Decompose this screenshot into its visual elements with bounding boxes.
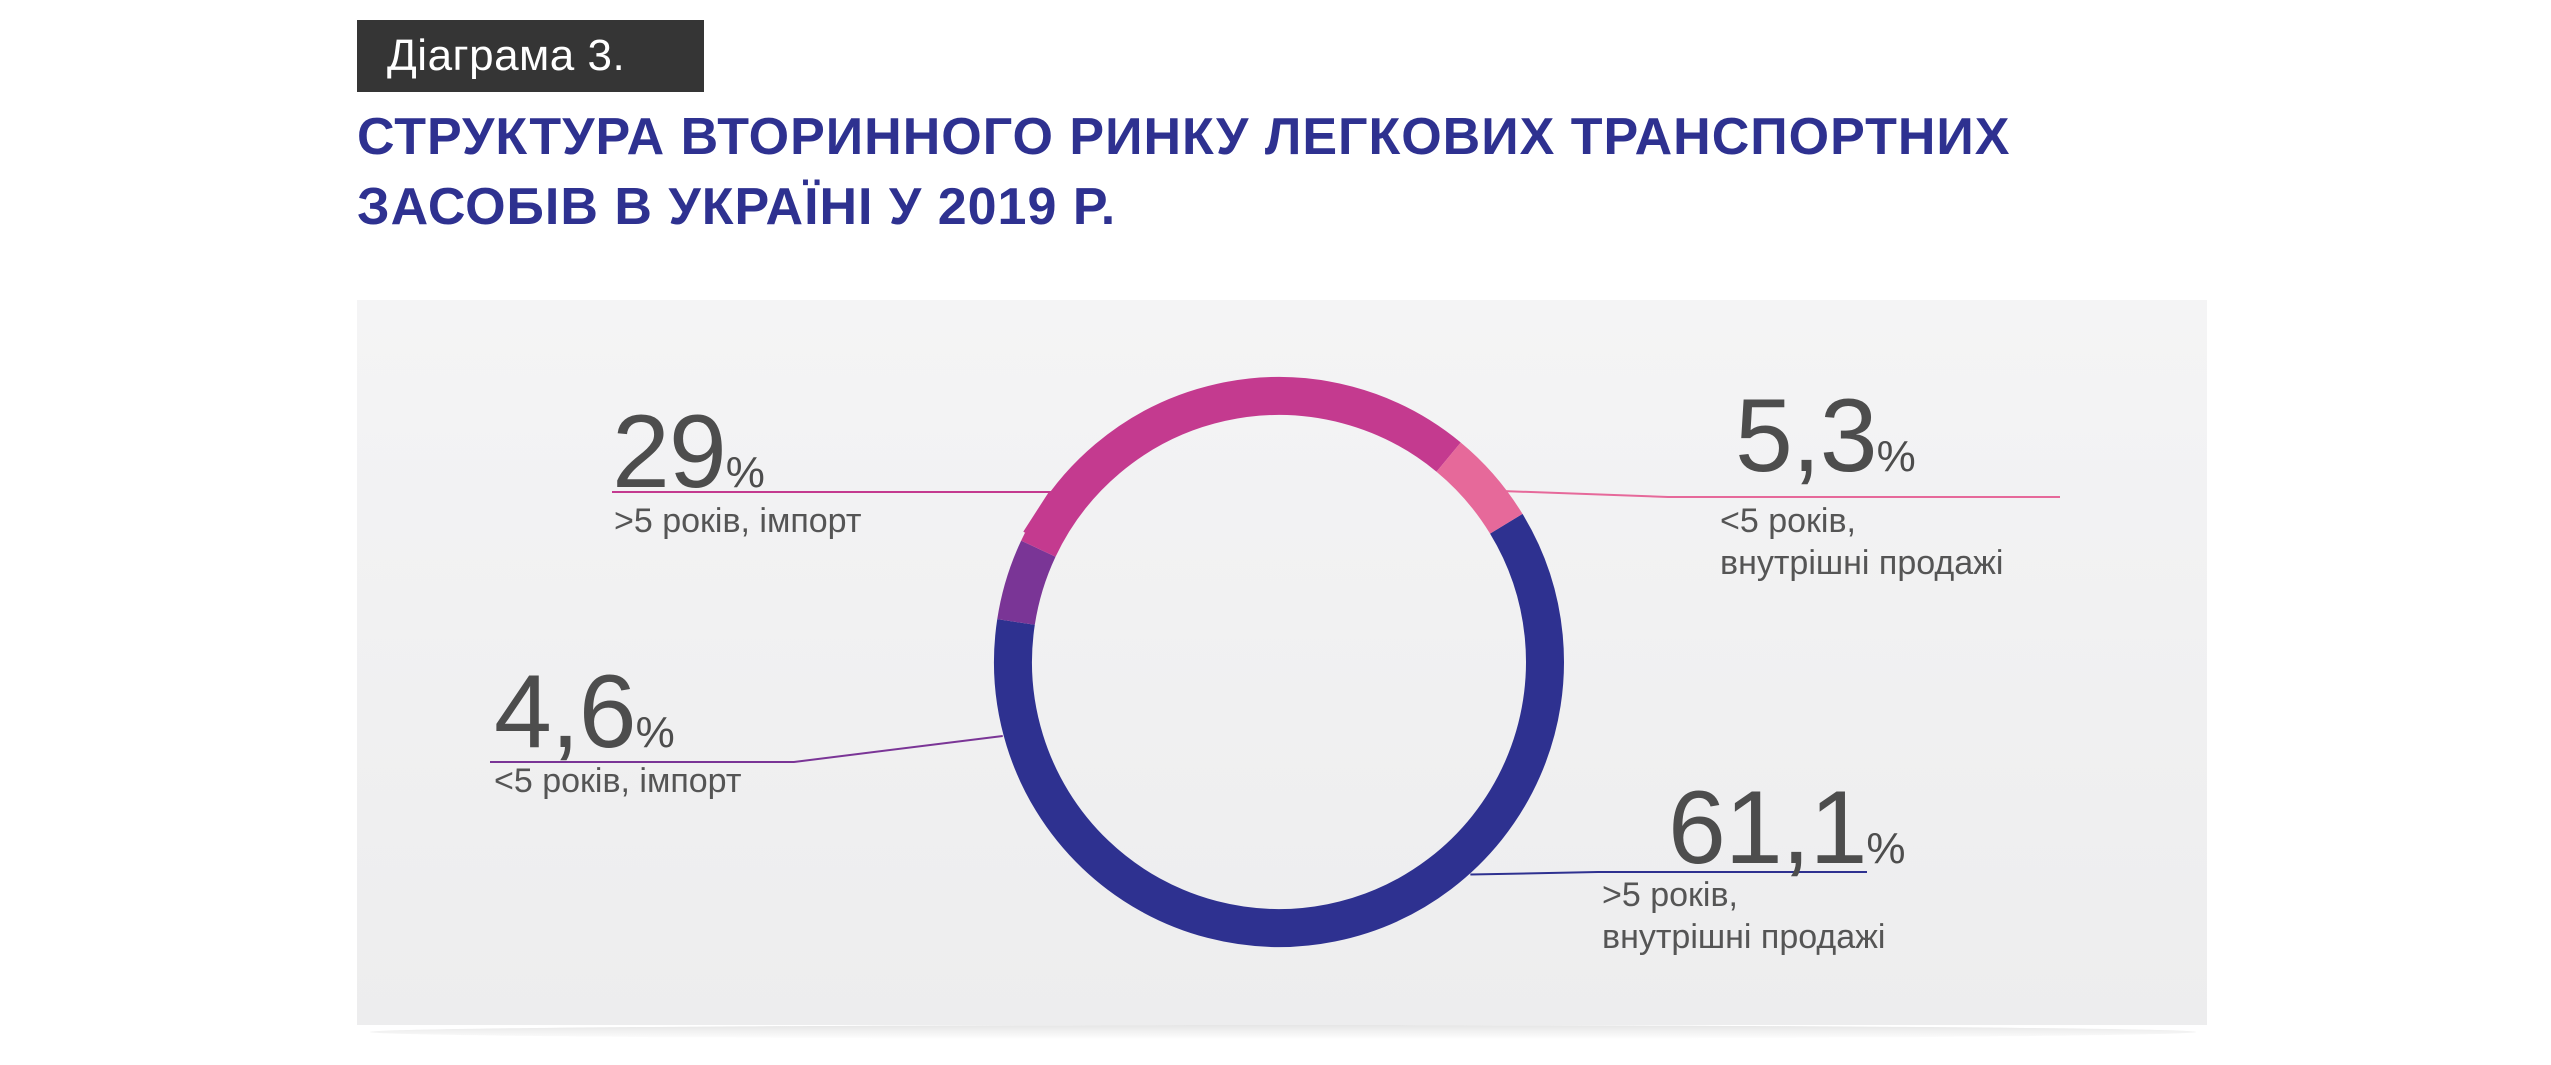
donut-slice-1 [997, 540, 1056, 626]
chart-title-line-2: ЗАСОБІВ В УКРАЇНІ У 2019 Р. [357, 178, 1117, 236]
slice-value-29: 29% [612, 400, 765, 504]
chart-panel [357, 300, 2207, 1025]
slice-label-line: <5 років, [1720, 502, 1856, 540]
slice-value-number: 29 [612, 394, 727, 510]
slice-value-number: 4,6 [494, 654, 637, 770]
leader-line-0 [1470, 871, 1867, 876]
percent-sign: % [1876, 432, 1916, 481]
slice-value-number: 5,3 [1735, 378, 1878, 494]
donut-slice-2 [1021, 377, 1461, 557]
slice-label-line: >5 років, імпорт [614, 502, 862, 540]
leader-line-3 [1498, 489, 2060, 498]
slice-label-4-6: <5 років, імпорт [494, 760, 741, 802]
slice-label-29: >5 років, імпорт [614, 500, 861, 542]
slice-value-number: 61,1 [1668, 770, 1867, 886]
slice-label-5-3: <5 років, внутрішні продажі [1720, 500, 2003, 584]
percent-sign: % [1866, 824, 1906, 873]
donut-slice-0 [994, 513, 1564, 947]
percent-sign: % [635, 708, 675, 757]
slice-value-5-3: 5,3% [1735, 384, 1916, 488]
slice-label-line: внутрішні продажі [1720, 544, 2004, 582]
slice-label-line: <5 років, імпорт [494, 762, 742, 800]
percent-sign: % [725, 448, 765, 497]
chart-title-line-1: СТРУКТУРА ВТОРИННОГО РИНКУ ЛЕГКОВИХ ТРАН… [357, 108, 2011, 166]
panel-shadow [370, 1025, 2196, 1039]
slice-label-61-1: >5 років, внутрішні продажі [1602, 874, 1885, 958]
figure-tag: Діаграма 3. [357, 20, 704, 92]
slice-label-line: >5 років, [1602, 876, 1738, 914]
slice-label-line: внутрішні продажі [1602, 918, 1886, 956]
leader-line-1 [490, 735, 1003, 763]
slice-value-4-6: 4,6% [494, 660, 675, 764]
leader-line-2 [612, 491, 1052, 533]
slice-value-61-1: 61,1% [1668, 776, 1906, 880]
chart-title: СТРУКТУРА ВТОРИННОГО РИНКУ ЛЕГКОВИХ ТРАН… [357, 102, 2257, 242]
donut-slice-3 [1436, 442, 1523, 534]
